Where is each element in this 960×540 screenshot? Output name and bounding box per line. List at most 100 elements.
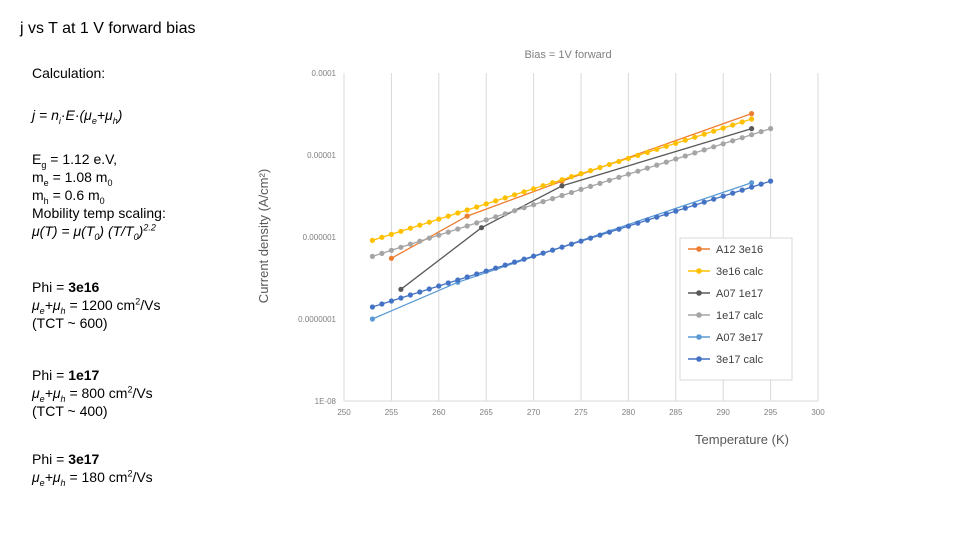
bandgap-line: Eg = 1.12 e.V,	[32, 151, 118, 170]
data-point	[512, 208, 518, 214]
data-point	[749, 180, 755, 186]
material-parameters: Eg = 1.12 e.V, me = 1.08 m0 mh = 0.6 m0 …	[32, 150, 166, 242]
data-point	[398, 244, 404, 250]
data-point	[398, 286, 404, 292]
data-point	[578, 186, 584, 192]
data-point	[559, 177, 565, 183]
data-point	[417, 222, 423, 228]
data-point	[730, 190, 736, 196]
x-tick-label: 290	[717, 408, 731, 417]
data-point	[550, 180, 556, 186]
legend-entry: A07 1e17	[716, 288, 763, 300]
data-point	[407, 225, 413, 231]
data-point	[502, 211, 508, 217]
data-point	[464, 223, 470, 229]
legend-marker	[696, 246, 702, 252]
data-point	[388, 255, 394, 261]
chart-title: Bias = 1V forward	[524, 49, 611, 61]
data-point	[587, 235, 594, 241]
data-point	[701, 199, 707, 205]
data-point	[635, 152, 641, 158]
data-point	[512, 259, 518, 265]
data-point	[768, 178, 774, 184]
data-point	[597, 232, 603, 238]
data-point	[493, 214, 499, 220]
data-point	[426, 235, 432, 241]
mobility-scaling-line: μ(T) = μ(T0) (T/T0)2.2	[32, 222, 156, 242]
x-tick-label: 280	[622, 408, 636, 417]
formula-line: j = ni·E·(μe+μh)	[32, 107, 123, 126]
data-point	[436, 216, 442, 222]
data-point	[521, 256, 527, 262]
data-point	[379, 234, 385, 240]
data-point	[625, 155, 631, 161]
data-point	[749, 126, 755, 132]
data-point	[625, 223, 631, 229]
y-tick-label: 0.000001	[303, 233, 337, 242]
data-point	[474, 220, 480, 226]
data-point	[559, 183, 565, 189]
data-point	[388, 247, 394, 253]
data-point	[768, 126, 774, 132]
data-point	[417, 238, 423, 244]
data-point	[474, 204, 480, 210]
legend-marker	[696, 356, 702, 362]
data-point	[644, 165, 650, 171]
data-point	[663, 159, 669, 165]
data-point	[654, 162, 660, 168]
phi-1e17-block: Phi = 1e17 μe+μh = 800 cm2/Vs (TCT ~ 400…	[32, 367, 153, 419]
data-point	[483, 201, 489, 207]
data-point	[635, 220, 641, 226]
data-point	[568, 241, 575, 247]
data-point	[730, 138, 736, 144]
legend-marker	[696, 290, 702, 296]
data-point	[749, 111, 755, 117]
data-point	[635, 168, 641, 174]
legend-marker	[696, 268, 702, 274]
data-point	[720, 125, 726, 131]
x-tick-label: 275	[574, 408, 588, 417]
data-point	[606, 229, 612, 235]
data-point	[758, 129, 764, 135]
jt-chart: 250 255 260 265 270 275 280 285 290 295 300 1E-08 0.…	[256, 49, 825, 447]
data-point	[758, 181, 764, 187]
data-point	[483, 268, 489, 274]
data-point	[568, 189, 575, 196]
data-point	[682, 137, 688, 143]
data-point	[464, 274, 470, 280]
data-point	[644, 149, 650, 155]
data-point	[464, 207, 470, 213]
data-point	[673, 156, 679, 162]
data-point	[654, 214, 660, 220]
data-point	[417, 289, 423, 295]
data-point	[531, 202, 537, 208]
y-axis-label: Current density (A/cm²)	[256, 169, 271, 303]
data-point	[521, 189, 527, 195]
x-tick-label: 265	[480, 408, 494, 417]
data-point	[578, 171, 584, 177]
legend-entry: 3e16 calc	[716, 266, 764, 278]
data-point	[398, 228, 404, 234]
data-point	[455, 226, 461, 232]
data-point	[407, 241, 413, 247]
y-tick-label: 0.0000001	[298, 315, 336, 324]
phi-3e17-block: Phi = 3e17 μe+μh = 180 cm2/Vs	[32, 451, 153, 488]
x-tick-label: 255	[385, 408, 399, 417]
data-point	[436, 283, 442, 289]
y-tick-label: 1E-08	[315, 397, 337, 406]
data-point	[455, 210, 461, 216]
data-point	[663, 143, 669, 149]
data-point	[749, 116, 755, 122]
data-point	[445, 213, 451, 219]
data-point	[379, 250, 385, 256]
data-point	[502, 262, 508, 268]
data-point	[711, 144, 717, 150]
data-point	[682, 205, 688, 211]
data-point	[540, 250, 546, 256]
x-tick-label: 285	[669, 408, 683, 417]
data-point	[388, 231, 394, 237]
data-point	[720, 141, 726, 147]
data-point	[692, 150, 698, 156]
data-point	[379, 301, 385, 307]
data-point	[701, 147, 707, 153]
